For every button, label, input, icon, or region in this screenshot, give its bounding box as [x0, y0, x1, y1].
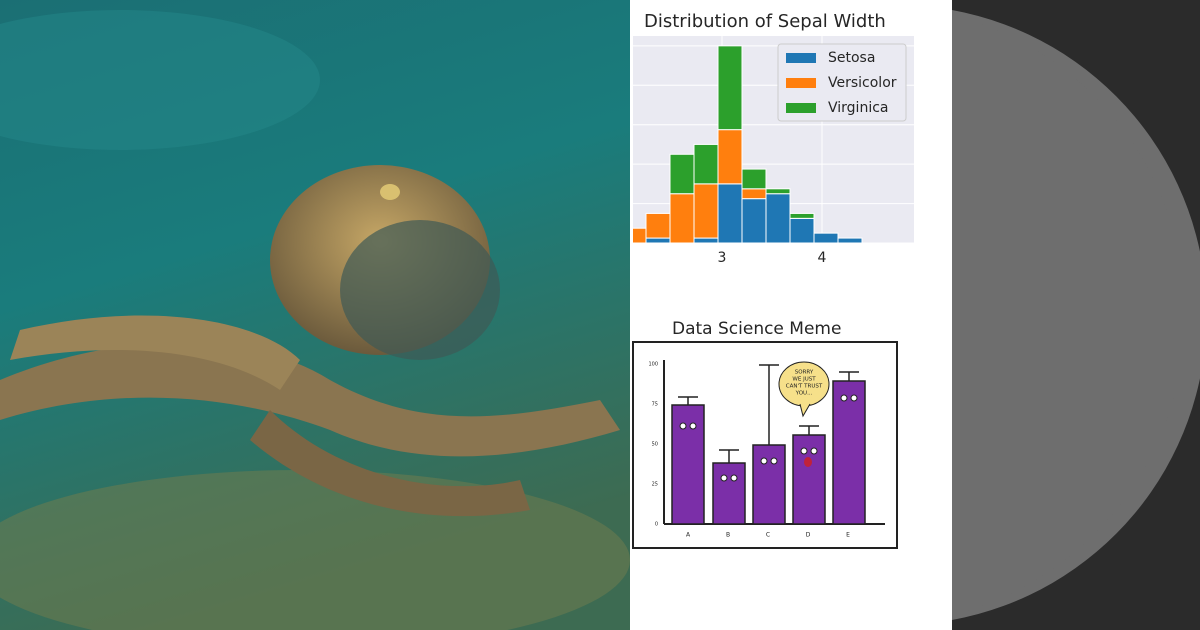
- legend-label: Setosa: [828, 50, 875, 66]
- meme-axis-label: 100: [648, 362, 658, 368]
- x-tick-label: 3: [718, 250, 727, 266]
- bar-segment: [741, 168, 767, 190]
- bar-segment: [789, 217, 815, 243]
- meme-bar-label: C: [766, 532, 770, 539]
- speech-text: SORRY: [795, 370, 814, 376]
- meme-bar-label: E: [846, 532, 850, 539]
- bar-segment: [789, 212, 815, 219]
- bar-segment: [837, 237, 863, 243]
- bar-segment: [693, 183, 719, 239]
- bar-segment: [765, 188, 791, 195]
- bar-segment: [765, 193, 791, 243]
- chart-title: Distribution of Sepal Width: [644, 11, 886, 32]
- bar-segment: [717, 45, 743, 131]
- x-tick-label: 4: [818, 250, 827, 266]
- bar-segment: [693, 143, 719, 185]
- meme-axis-label: 75: [652, 402, 658, 408]
- bar-segment: [741, 188, 767, 200]
- bar-segment: [645, 237, 671, 243]
- circle-shape: [952, 14, 1185, 616]
- meme-image: [632, 341, 898, 549]
- legend-label: Virginica: [828, 100, 888, 116]
- legend-swatch: [786, 78, 816, 88]
- legend: [777, 43, 907, 122]
- legend-label: Versicolor: [828, 75, 897, 91]
- speech-text: YOU...: [795, 391, 813, 397]
- octopus-photo: [0, 0, 630, 630]
- bar-segment: [645, 212, 671, 239]
- speech-text: WE JUST: [792, 377, 816, 383]
- bar-segment: [741, 198, 767, 243]
- legend-swatch: [786, 53, 816, 63]
- legend-swatch: [786, 103, 816, 113]
- meme-bar-label: D: [806, 532, 811, 539]
- bar-segment: [693, 237, 719, 243]
- bar-segment: [717, 129, 743, 185]
- bar-segment: [813, 232, 839, 243]
- meme-caption: Data Science Meme: [672, 319, 841, 339]
- bar-segment: [717, 183, 743, 243]
- meme-axis-label: 0: [655, 522, 658, 528]
- meme-axis-label: 25: [652, 482, 658, 488]
- meme-bar-label: B: [726, 532, 730, 539]
- meme-bar-label: A: [686, 532, 691, 539]
- meme-axis-label: 50: [652, 442, 658, 448]
- bar-segment: [669, 153, 695, 195]
- bar-segment: [669, 193, 695, 243]
- speech-text: CAN'T TRUST: [786, 384, 823, 390]
